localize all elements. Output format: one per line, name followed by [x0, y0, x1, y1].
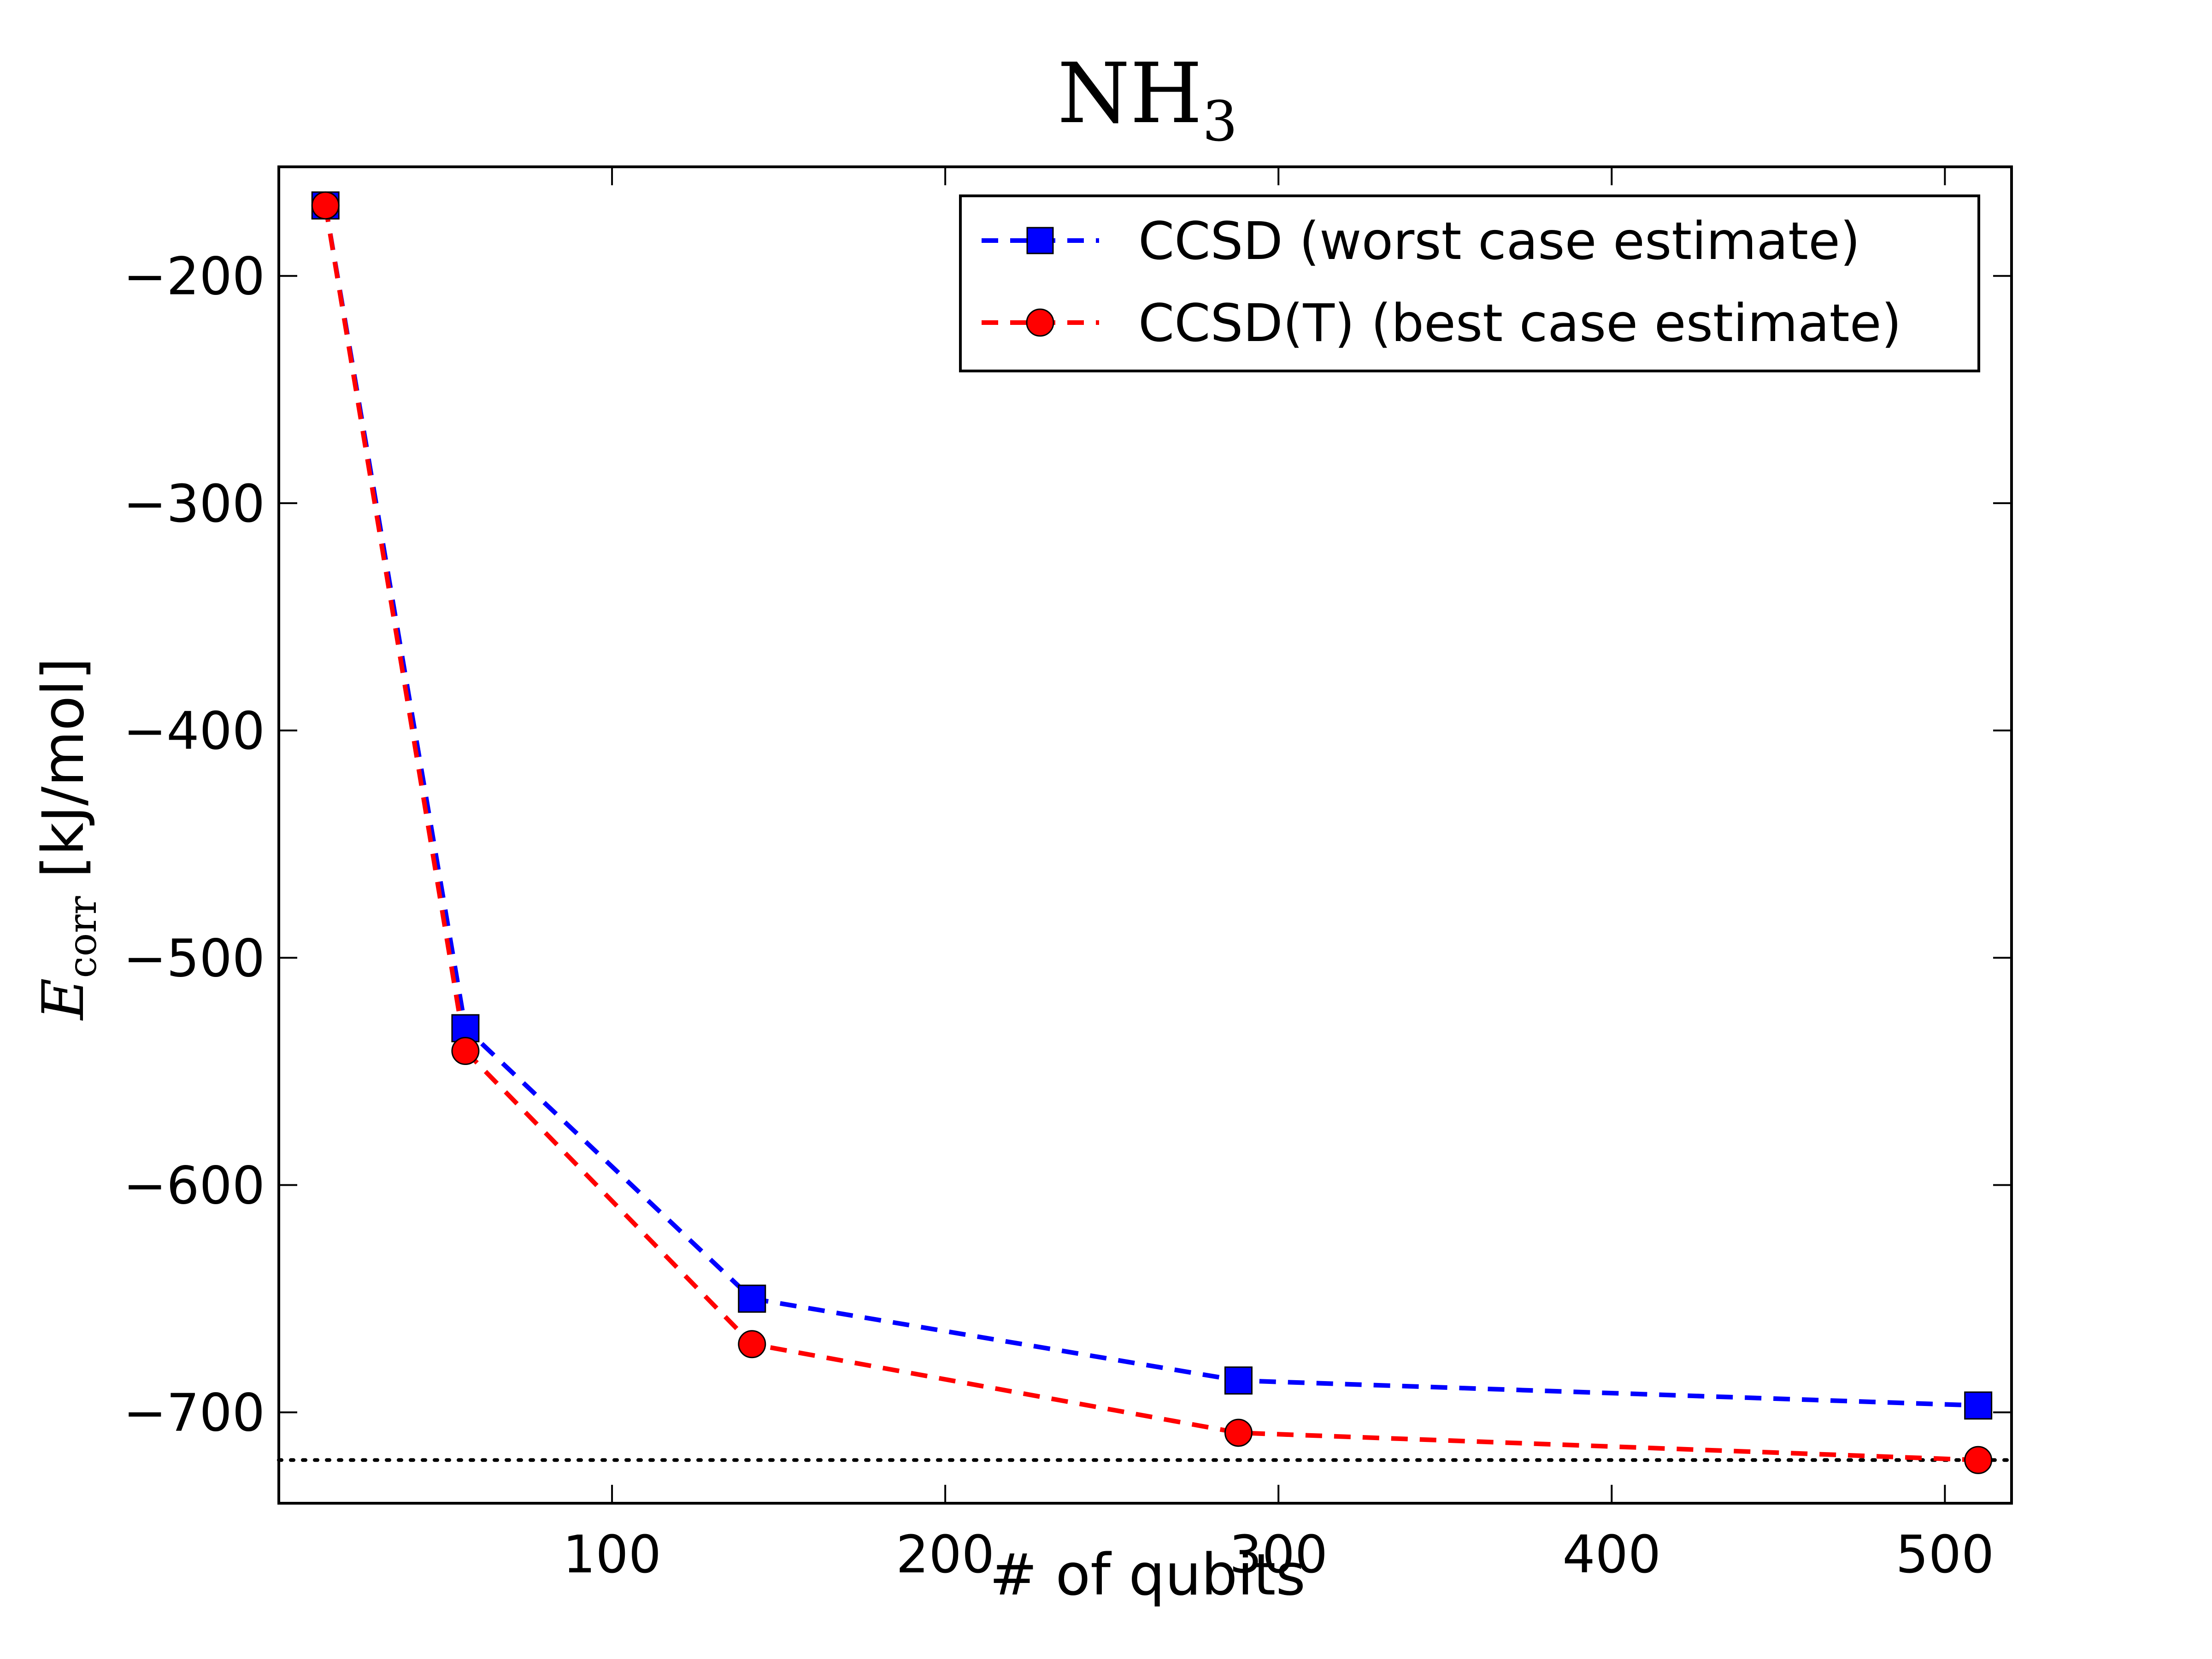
legend-marker-ccsd — [1026, 227, 1054, 254]
y-axis-label-unit: [kJ/mol] — [30, 658, 97, 896]
data-point-0-3 — [1224, 1366, 1253, 1395]
y-axis: −200 −300 −400 −500 −600 −700 — [123, 247, 2012, 1443]
data-point-1-4 — [1964, 1446, 1993, 1474]
x-tick-label: 300 — [1229, 1525, 1328, 1585]
plot-area — [277, 165, 2013, 1505]
x-tick-label: 500 — [1895, 1525, 1994, 1585]
x-tick-label: 100 — [563, 1525, 661, 1585]
y-tick-label: −300 — [123, 474, 265, 534]
legend-label-ccsdt: CCSD(T) (best case estimate) — [1138, 294, 1901, 353]
data-point-0-2 — [738, 1284, 766, 1313]
data-point-1-0 — [311, 191, 340, 220]
x-axis: 100 200 300 400 500 — [563, 167, 1994, 1585]
x-axis-label: # of qubits — [989, 1542, 1306, 1608]
data-point-0-4 — [1964, 1391, 1993, 1420]
data-point-1-2 — [738, 1330, 766, 1359]
y-axis-label-symbol: E — [30, 978, 97, 1021]
y-tick-label: −500 — [123, 929, 265, 988]
legend: CCSD (worst case estimate) CCSD(T) (best… — [959, 194, 1980, 372]
y-axis-label: Ecorr [kJ/mol] — [30, 658, 105, 1021]
chart-title-subscript: 3 — [1202, 90, 1237, 154]
legend-label-ccsd: CCSD (worst case estimate) — [1138, 212, 1860, 271]
legend-marker-ccsdt — [1026, 308, 1054, 337]
data-point-0-1 — [451, 1014, 480, 1042]
y-axis-label-subscript: corr — [60, 896, 105, 978]
y-tick-label: −600 — [123, 1156, 265, 1216]
legend-frame — [959, 194, 1980, 372]
x-tick-label: 400 — [1562, 1525, 1661, 1585]
y-tick-label: −400 — [123, 701, 265, 761]
y-tick-label: −200 — [123, 247, 265, 307]
chart-title-main: NH — [1058, 46, 1202, 142]
y-tick-label: −700 — [123, 1383, 265, 1443]
x-tick-label: 200 — [896, 1525, 994, 1585]
chart-title: NH3 — [1058, 46, 1238, 154]
plot-frame — [277, 165, 2013, 1505]
data-point-1-3 — [1224, 1418, 1253, 1447]
data-point-1-1 — [451, 1037, 480, 1065]
